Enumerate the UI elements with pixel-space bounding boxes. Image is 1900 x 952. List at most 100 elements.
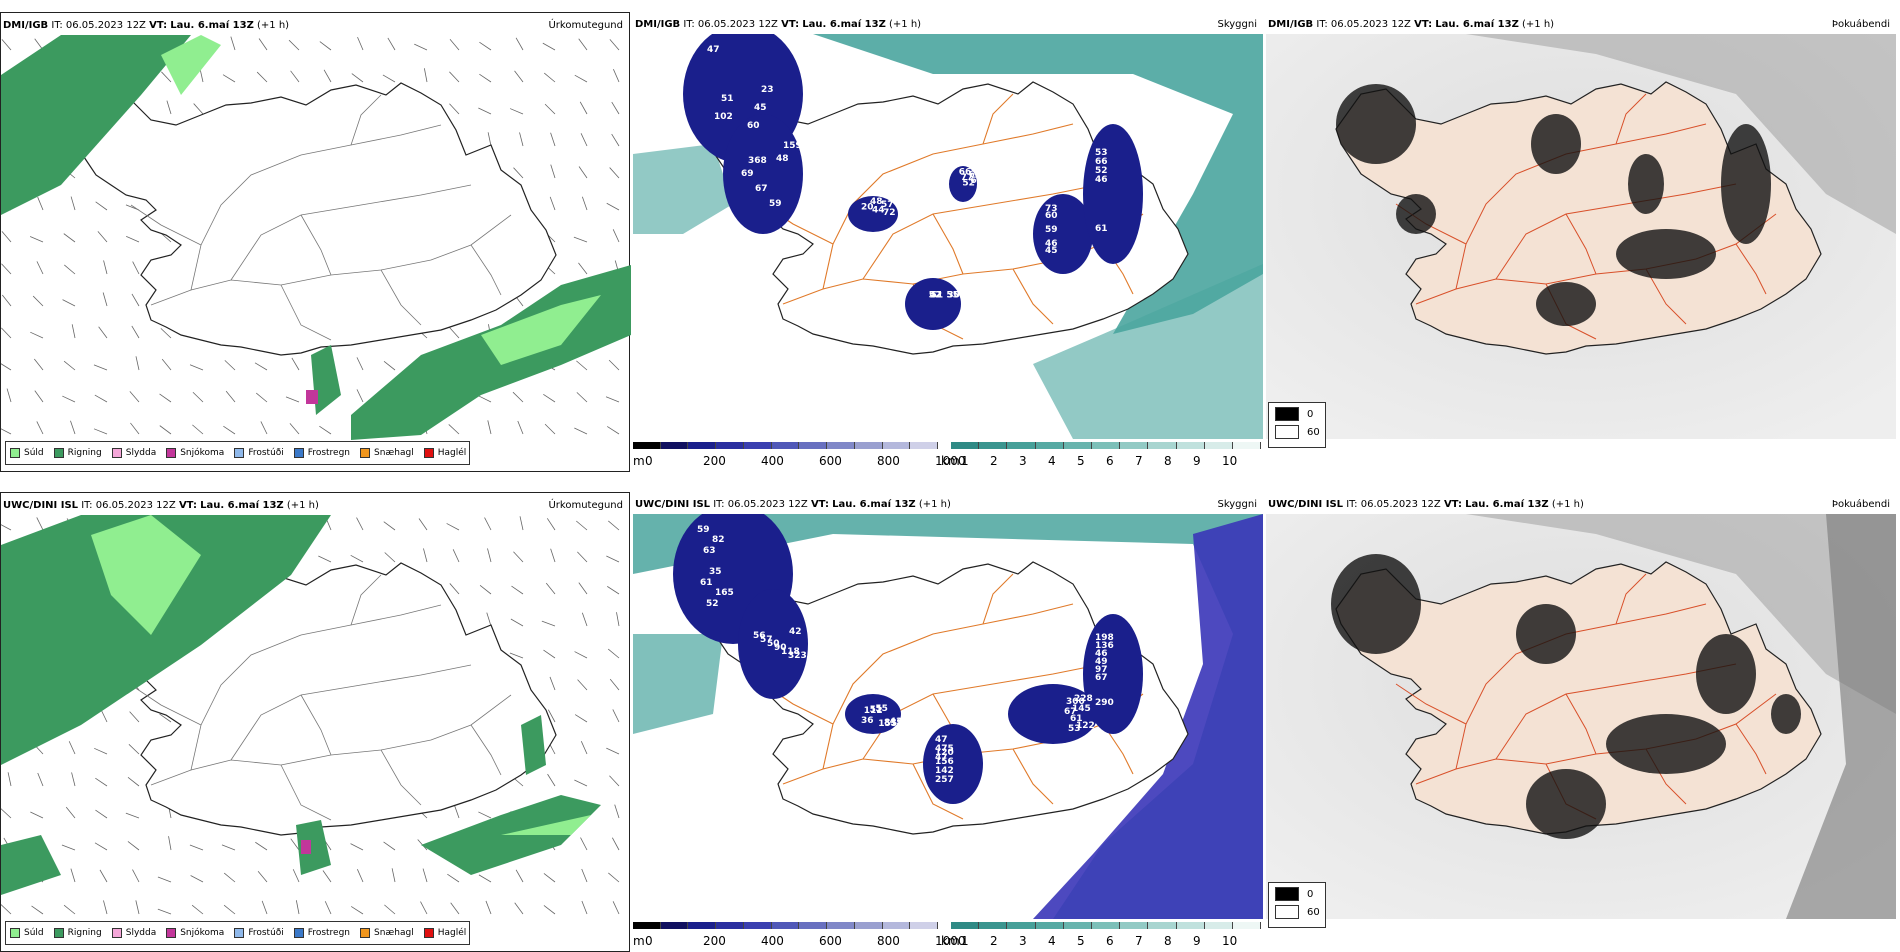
visibility-tick: 7: [1135, 454, 1143, 468]
panel-1-fog-index: UWC/DINI ISL IT: 06.05.2023 12Z VT: Lau.…: [1266, 492, 1896, 952]
wind-barb: [579, 101, 588, 115]
model-name: DMI/IGB: [1268, 19, 1314, 30]
lead-time: (+1 h): [1551, 499, 1584, 510]
wind-barb: [318, 555, 332, 563]
cloud-base-label: 77: [961, 173, 974, 183]
fog-legend-label: 60: [1307, 426, 1320, 438]
legend-item: Súld: [10, 928, 44, 938]
wind-barb: [70, 420, 76, 435]
cloud-base-label: 165: [715, 588, 734, 598]
wind-barb: [515, 37, 524, 51]
wind-barb: [541, 620, 556, 627]
cloud-base-label: 90: [774, 643, 787, 653]
cloud-base-label: 51: [721, 94, 734, 104]
wind-barb: [519, 516, 524, 531]
wind-barb: [159, 393, 172, 403]
height-tick: 0: [645, 454, 653, 468]
wind-barb: [607, 648, 620, 659]
wind-barb: [97, 231, 108, 243]
colorbar-cell: [910, 442, 939, 449]
panel-1-precip-type: UWC/DINI ISL IT: 06.05.2023 12Z VT: Lau.…: [0, 492, 630, 952]
wind-barb: [511, 585, 524, 595]
cloud-base-label: 59: [1045, 225, 1058, 235]
cloud-base-label: 323: [788, 651, 807, 661]
wind-barb: [160, 328, 172, 339]
wind-barb: [2, 294, 12, 307]
drizzle-area: [481, 295, 601, 365]
wind-barb: [611, 101, 620, 115]
fog-legend-label: 60: [1307, 906, 1320, 918]
wind-barb: [30, 331, 44, 339]
wind-barb: [1, 263, 12, 275]
fog-field: [1466, 34, 1896, 234]
legend-swatch: [111, 448, 122, 458]
wind-barb: [383, 361, 396, 371]
vt-value: Lau. 6.maí 13Z: [1465, 499, 1549, 510]
wind-barb: [578, 582, 588, 595]
wind-barb: [479, 41, 492, 51]
wind-barb: [255, 392, 268, 403]
wind-barb: [519, 132, 524, 147]
legend-item: Snæhagl: [360, 928, 414, 938]
visibility-tick: 6: [1106, 454, 1114, 468]
cloud-base-label: 59: [769, 199, 782, 209]
road: [1495, 663, 1737, 760]
legend-label: Frostúði: [248, 448, 284, 458]
wind-barb: [93, 364, 108, 371]
wind-barb: [478, 811, 492, 819]
wind-barb: [517, 420, 524, 435]
low-cloud-area: [848, 196, 898, 232]
colorbar-cell: [660, 922, 689, 929]
wind-barb: [449, 71, 460, 83]
visibility-tick: 1: [961, 454, 969, 468]
wind-barb: [608, 872, 620, 883]
colorbar-cell: [827, 922, 855, 929]
low-cloud-area: [738, 589, 808, 699]
wind-barb: [1, 904, 12, 915]
cloud-base-label: 48: [776, 154, 789, 164]
wind-barb: [616, 612, 620, 627]
panel-title: Þokuábendi: [1831, 19, 1890, 30]
wind-barb: [580, 837, 588, 851]
wind-barb: [580, 741, 588, 755]
wind-barb: [159, 713, 172, 723]
visibility-tick: 10: [1222, 454, 1238, 468]
wind-barb: [103, 900, 108, 915]
wind-barb: [63, 233, 76, 243]
road: [1615, 573, 1647, 625]
wind-barb: [550, 548, 556, 563]
wind-barb: [479, 584, 492, 595]
visibility-tick: 2: [990, 934, 998, 948]
cloud-base-label: 48: [870, 197, 883, 207]
height-tick: 400: [761, 934, 784, 948]
vt-value: Lau. 6.maí 13Z: [170, 20, 254, 31]
wind-barb: [288, 39, 300, 51]
wind-barb: [30, 811, 44, 819]
it-value: 06.05.2023 12Z: [1360, 499, 1441, 510]
map-area: [1266, 34, 1896, 439]
wind-barb: [542, 42, 556, 51]
wind-barb: [577, 551, 588, 563]
wind-barb: [573, 236, 588, 243]
vt-label: VT:: [781, 19, 800, 30]
road: [470, 724, 502, 776]
wind-barb: [1, 327, 12, 339]
legend-swatch: [10, 448, 20, 458]
wind-barb: [127, 841, 140, 851]
colorbar-cell: [771, 922, 800, 929]
it-value: 06.05.2023 12Z: [65, 20, 146, 31]
wind-barb: [192, 424, 204, 435]
wind-barb: [452, 549, 460, 563]
cloud-base-label: 73: [1045, 204, 1058, 214]
wind-barb: [606, 426, 620, 435]
height-unit: m: [633, 454, 645, 468]
precip-type-legend: Súld Rigning Slydda Snjókoma Frostúði Frostre…: [5, 921, 470, 945]
low-visibility-sea: [633, 144, 733, 234]
wind-barb: [578, 166, 588, 179]
visibility-tick: 7: [1135, 934, 1143, 948]
wind-barb: [295, 900, 300, 915]
wind-barb: [578, 262, 588, 275]
it-label: IT:: [51, 20, 63, 31]
cloud-base-label: 228: [1074, 694, 1093, 704]
drizzle-area: [161, 35, 221, 95]
